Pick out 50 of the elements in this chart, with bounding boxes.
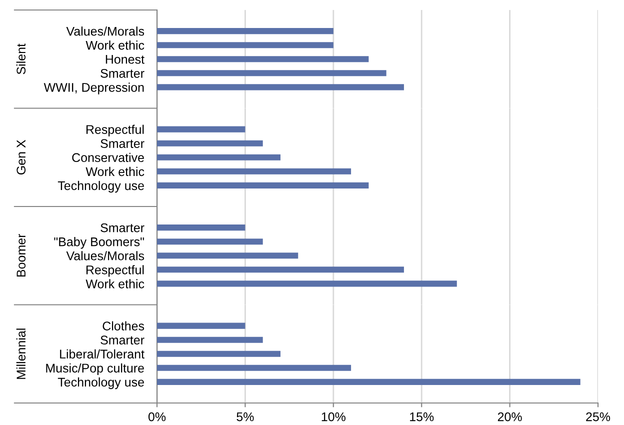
bar xyxy=(157,28,334,34)
bar xyxy=(157,266,404,273)
y-axis-title: Gen X xyxy=(16,140,26,174)
x-tick-label: 0% xyxy=(148,412,166,422)
y-tick-label: Liberal/Tolerant xyxy=(60,349,144,359)
y-axis-title: Millennial xyxy=(16,328,26,379)
y-tick-label: Work ethic xyxy=(86,166,144,176)
y-axis-title: Boomer xyxy=(16,234,26,276)
bar xyxy=(157,238,263,245)
y-tick-label: Respectful xyxy=(86,265,144,277)
bar xyxy=(157,140,263,146)
y-tick-label: Music/Pop culture xyxy=(46,363,144,376)
bar xyxy=(157,84,404,90)
y-tick-label: Technology use xyxy=(58,377,144,390)
y-tick-label: "Baby Boomers" xyxy=(54,237,144,249)
y-tick-label: Clothes xyxy=(102,321,144,330)
y-tick-label: Technology use xyxy=(58,180,144,193)
y-tick-label: Smarter xyxy=(100,336,144,344)
y-axis-title: Silent xyxy=(16,44,26,74)
bar xyxy=(157,252,298,259)
y-tick-label: Values/Morals xyxy=(66,251,144,260)
bar xyxy=(157,280,457,287)
bar xyxy=(157,336,263,343)
x-tick-label: 15% xyxy=(410,412,434,422)
x-tick-label: 25% xyxy=(586,412,610,422)
bar xyxy=(157,322,246,329)
y-tick-label: Smarter xyxy=(100,223,144,232)
bar xyxy=(157,154,280,160)
y-tick-label: Work ethic xyxy=(86,279,144,288)
x-tick-label: 10% xyxy=(322,412,346,422)
y-tick-label: Values/Morals xyxy=(66,26,144,36)
y-tick-label: Work ethic xyxy=(86,40,144,50)
y-tick-label: Conservative xyxy=(72,152,144,162)
bar xyxy=(157,182,369,188)
bar xyxy=(157,378,580,385)
x-tick-label: 5% xyxy=(236,412,254,422)
y-tick-label: Respectful xyxy=(86,124,144,136)
y-tick-label: Smarter xyxy=(100,68,144,78)
y-tick-label: Honest xyxy=(106,55,144,64)
bar xyxy=(157,70,386,76)
x-tick-label: 20% xyxy=(498,412,522,422)
bar xyxy=(157,56,369,62)
bar xyxy=(157,224,246,231)
y-tick-label: Smarter xyxy=(100,139,144,148)
bar xyxy=(157,350,280,357)
bar xyxy=(157,168,352,174)
bar xyxy=(157,42,334,48)
bar xyxy=(157,126,246,132)
y-tick-label: WWII, Depression xyxy=(44,82,144,94)
bar xyxy=(157,364,352,371)
